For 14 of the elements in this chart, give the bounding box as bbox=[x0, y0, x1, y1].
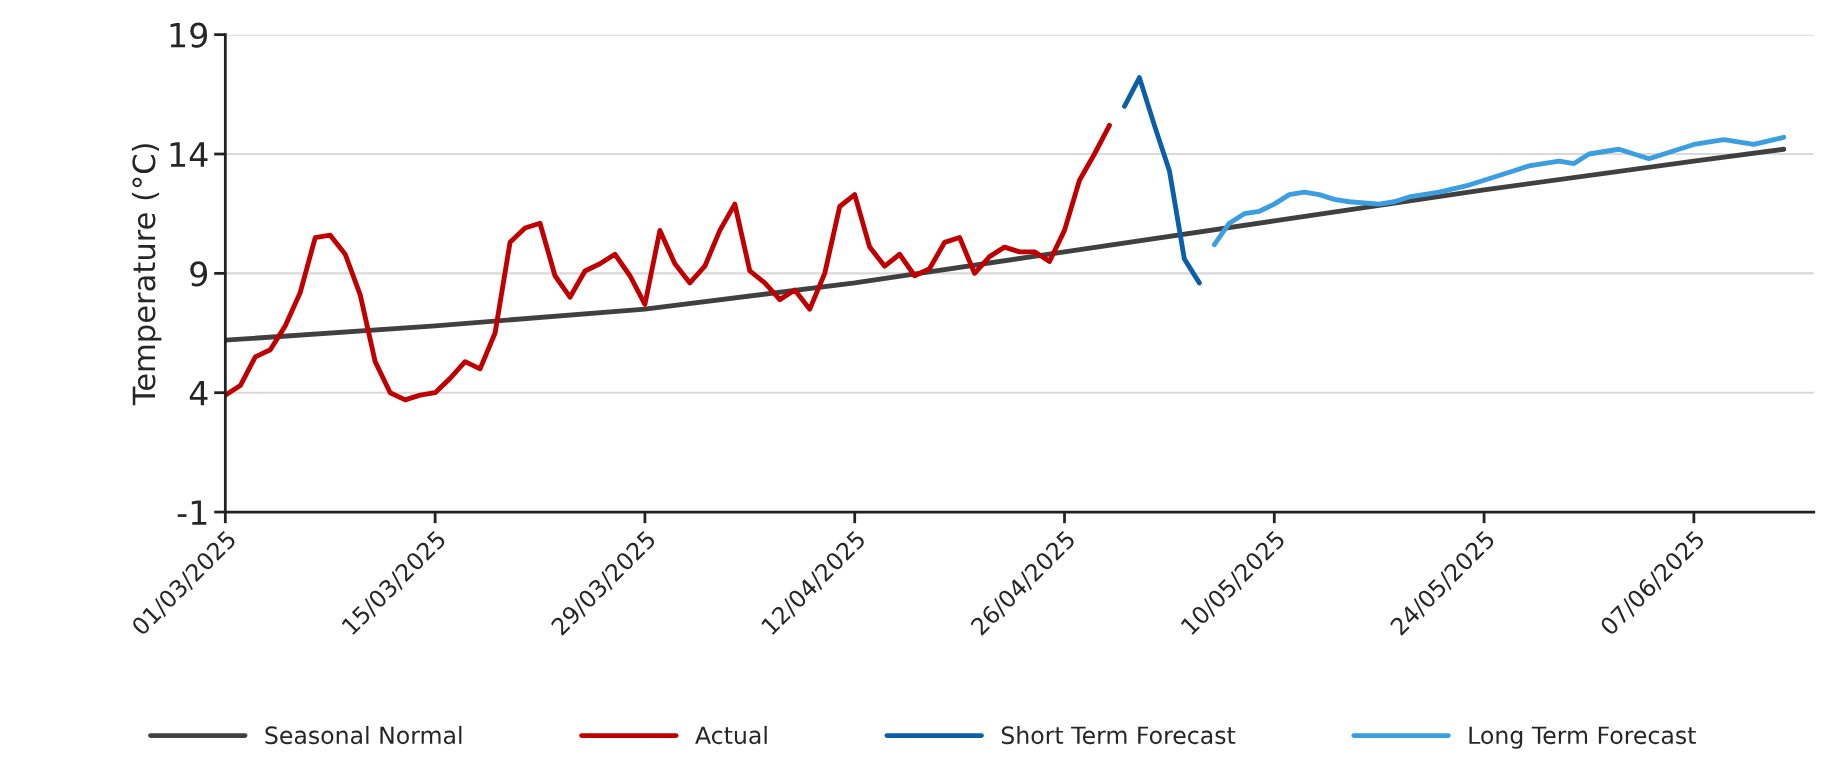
line-series bbox=[1211, 134, 1787, 248]
y-axis-title: Temperature (°C) bbox=[131, 144, 162, 406]
legend-label: Actual bbox=[695, 725, 767, 745]
y-tick-label: 4 bbox=[189, 381, 208, 406]
y-tick-label: 14 bbox=[170, 142, 208, 167]
line-series bbox=[225, 146, 1787, 343]
legend-label: Short Term Forecast bbox=[1001, 725, 1236, 745]
y-tick-label: -1 bbox=[177, 500, 207, 525]
line-series bbox=[1122, 75, 1202, 286]
legend-label: Long Term Forecast bbox=[1469, 726, 1696, 749]
y-tick-label: 9 bbox=[190, 261, 208, 287]
y-tick-label: 19 bbox=[170, 22, 208, 48]
legend-label: Seasonal Normal bbox=[265, 725, 462, 745]
line-series bbox=[225, 122, 1112, 403]
